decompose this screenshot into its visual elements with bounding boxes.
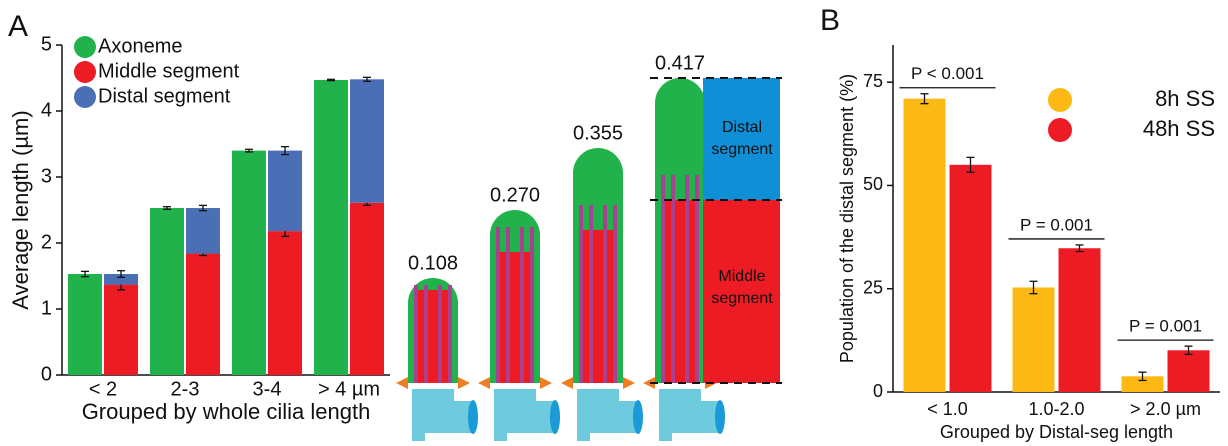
panel-label: A [8,10,28,43]
microtubule [448,285,452,383]
x-tick-label: 1.0-2.0 [1028,399,1084,419]
ratio-label: 0.417 [655,52,705,74]
microtubule [613,205,617,383]
microtubule [496,227,500,383]
annotation: P = 0.001 [1129,317,1202,336]
bar [104,285,138,375]
distal-label: segment [711,141,773,158]
y-tick-label: 4 [41,99,52,121]
bar [186,208,220,254]
basal-body [494,389,555,441]
legend-marker [74,61,96,83]
transition-fiber [623,377,635,389]
legend-marker [1048,88,1072,112]
distal-label: Distal [722,119,762,136]
transition-fiber [396,377,408,389]
error-bar [163,207,171,210]
y-tick-label: 75 [863,71,883,91]
microtubule [695,175,699,383]
legend-label: 8h SS [1155,86,1215,111]
basal-body-end [715,400,725,434]
y-tick-label: 0 [873,381,883,401]
microtubule [603,205,607,383]
basal-body-end [550,400,560,434]
x-tick-label: 2-3 [171,378,200,400]
microtubule [671,175,675,383]
microtubule [685,175,689,383]
bar [314,80,348,375]
microtubule [438,285,442,383]
transition-fiber [478,377,490,389]
transition-fiber [561,377,573,389]
bar [904,99,946,392]
x-tick-label: 3-4 [253,378,282,400]
bar [68,274,102,375]
figure: A 0 1 2 3 4 5 Average length (µm) Grouped by who… [0,0,1228,446]
page: {"chart_data": [ {"type": "bar", "panel"… [0,0,1228,446]
bar [268,231,302,375]
error-bar [327,79,335,80]
ratio-label: 0.108 [408,252,458,274]
basal-body-end [468,400,478,434]
y-tick-label: 0 [41,363,52,385]
legend-marker [1048,118,1072,142]
y-tick-label: 1 [41,297,52,319]
transition-fiber [540,377,552,389]
legend-label: Axoneme [98,35,183,57]
annotation: P < 0.001 [911,64,984,83]
y-tick-label: 2 [41,231,52,253]
microtubule [579,205,583,383]
bar [232,151,266,375]
y-axis-label: Population of the distal segment (%) [837,74,857,363]
bar [1059,248,1101,392]
ratio-label: 0.355 [573,122,623,144]
x-tick-label: < 2 [89,378,117,400]
basal-body-end [633,400,643,434]
legend-label: Middle segment [98,60,240,82]
middle-core [500,252,530,383]
y-tick-label: 25 [863,277,883,297]
bar [1168,350,1210,392]
x-axis-label: Grouped by Distal-seg length [940,422,1173,442]
bar [950,165,992,392]
basal-body [577,389,638,441]
microtubule [506,227,510,383]
bar [1013,287,1055,392]
legend-label: 48h SS [1143,116,1215,141]
bar [150,208,184,375]
legend-label: Distal segment [98,85,231,107]
annotation: P = 0.001 [1020,215,1093,234]
bar [350,203,384,375]
y-axis-label: Average length (µm) [8,110,33,309]
x-tick-label: > 2.0 µm [1130,399,1201,419]
microtubule [520,227,524,383]
microtubule [589,205,593,383]
y-tick-label: 50 [863,174,883,194]
microtubule [530,227,534,383]
panel-label: B [820,4,840,37]
middle-core [418,290,448,383]
y-tick-label: 3 [41,165,52,187]
basal-body [412,389,473,441]
middle-label: Middle [718,268,765,285]
bar [350,79,384,202]
distal-box [703,78,780,200]
bar [268,151,302,232]
transition-fiber [458,377,470,389]
microtubule [424,285,428,383]
legend-marker [74,36,96,58]
middle-core [583,230,613,383]
x-tick-label: < 1.0 [927,399,968,419]
middle-core [665,200,695,383]
bar [186,254,220,375]
y-tick-label: 5 [41,33,52,55]
middle-label: segment [711,290,773,307]
microtubule [661,175,665,383]
x-axis-label: Grouped by whole cilia length [82,399,371,424]
ratio-label: 0.270 [490,184,540,206]
legend-marker [74,86,96,108]
microtubule [414,285,418,383]
basal-body [659,389,720,441]
x-tick-label: > 4 µm [318,378,380,400]
